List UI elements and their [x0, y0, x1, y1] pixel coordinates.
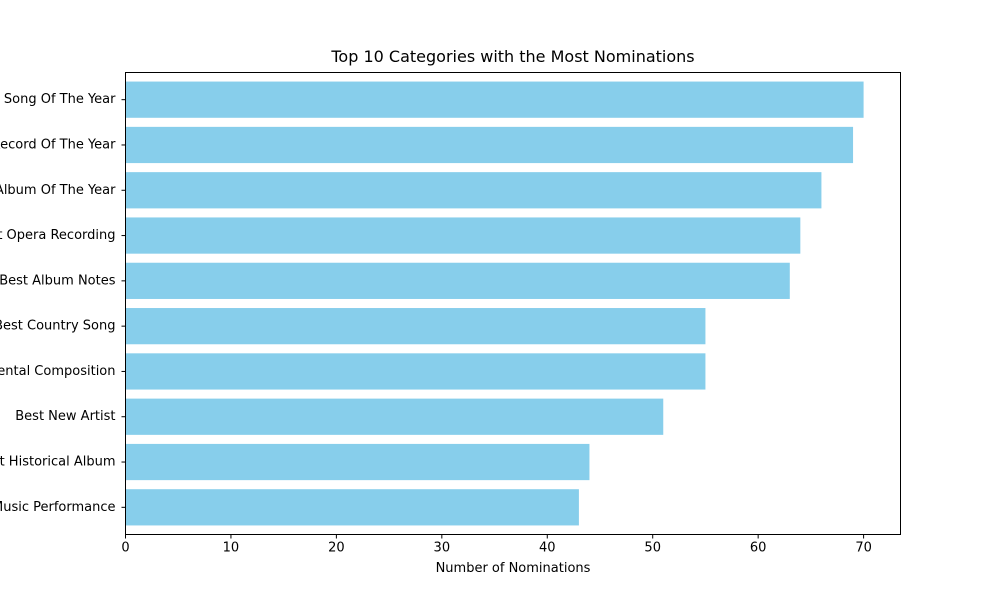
- bar: [125, 443, 590, 481]
- chart-title: Top 10 Categories with the Most Nominati…: [331, 47, 695, 66]
- x-tick-label: 30: [434, 541, 451, 556]
- bar: [125, 172, 822, 209]
- bar: [125, 308, 706, 345]
- x-tick-label: 60: [750, 541, 767, 556]
- bar: [125, 398, 664, 435]
- bar: [125, 217, 801, 254]
- x-tick-label: 0: [121, 541, 129, 556]
- y-tick-label: Best Historical Album: [0, 455, 116, 470]
- x-tick-label: 20: [328, 541, 345, 556]
- y-tick-labels: Song Of The Year Record Of The Year Album …: [0, 92, 126, 515]
- y-tick-label: Best Album Notes: [0, 273, 116, 288]
- y-tick-label: Best Opera Recording: [0, 228, 116, 243]
- bar: [125, 81, 864, 118]
- bar: [125, 262, 790, 299]
- y-tick-label: Best Chamber Music Performance: [0, 500, 116, 515]
- y-tick-label: Best Instrumental Composition: [0, 364, 116, 379]
- bar: [125, 489, 579, 526]
- x-tick-label: 50: [644, 541, 661, 556]
- plot-frame: [125, 72, 901, 535]
- x-axis-label: Number of Nominations: [435, 561, 591, 576]
- bars-group: [125, 81, 864, 526]
- x-tick-label: 70: [855, 541, 872, 556]
- x-ticks: 0 10 20 30 40 50 60 70: [121, 534, 872, 556]
- y-tick-label: Song Of The Year: [4, 92, 116, 107]
- y-tick-label: Best New Artist: [15, 409, 115, 424]
- x-tick-label: 40: [539, 541, 556, 556]
- bar: [125, 353, 706, 390]
- bar: [125, 126, 854, 164]
- y-tick-label: Album Of The Year: [0, 183, 116, 198]
- x-tick-label: 10: [223, 541, 240, 556]
- y-tick-label: Best Country Song: [0, 319, 116, 334]
- y-tick-label: Record Of The Year: [0, 137, 116, 152]
